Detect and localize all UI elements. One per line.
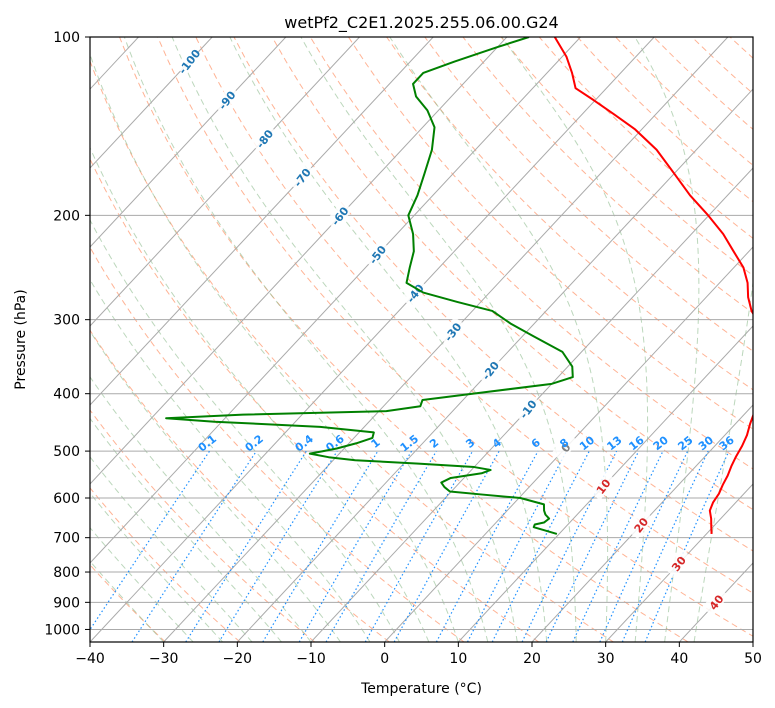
isotherm-label-bg <box>589 471 617 501</box>
isotherm-label-bg <box>702 587 730 617</box>
dry-adiabat <box>90 409 315 642</box>
dry-adiabat <box>90 59 614 642</box>
moist-adiabat <box>501 37 649 642</box>
mixing-ratio-line <box>90 450 211 631</box>
moist-adiabat <box>171 37 518 642</box>
x-axis-title: Temperature (°C) <box>360 681 482 697</box>
mixing-ratio-line <box>491 450 590 642</box>
isotherm <box>90 37 287 248</box>
y-axis-ticks: 100 200 300 400 500 600 700 800 900 1000 <box>44 30 90 638</box>
isotherm-label-bg <box>664 548 692 578</box>
isotherm-label-bg <box>551 432 579 462</box>
isotherm <box>90 37 434 406</box>
y-axis-title: Pressure (hPa) <box>13 289 29 389</box>
isotherm <box>605 483 753 642</box>
mixing-ratio-line <box>621 450 709 642</box>
y-tick-label: 1000 <box>44 622 80 638</box>
moist-adiabat <box>90 52 459 642</box>
y-tick-label: 300 <box>53 313 80 329</box>
dry-adiabat <box>233 37 753 552</box>
dry-adiabat <box>90 246 465 642</box>
y-tick-label: 100 <box>53 30 80 46</box>
mixing-ratio-line <box>262 450 379 642</box>
isotherm <box>90 37 508 485</box>
isotherm-label-bg <box>438 316 466 346</box>
dry-adiabat <box>348 37 753 430</box>
moist-adiabat <box>300 37 577 642</box>
moist-adiabat <box>90 146 430 642</box>
temperature-line <box>553 37 753 535</box>
isotherm-label-bg <box>287 162 315 192</box>
mixing-ratio-line <box>218 450 338 642</box>
x-tick-label: 50 <box>744 651 762 667</box>
isotherm <box>310 167 753 642</box>
mixing-ratio-line <box>364 450 474 642</box>
moist-adiabat <box>90 278 371 642</box>
y-tick-label: 700 <box>53 531 80 547</box>
moist-adiabat <box>90 218 400 642</box>
y-tick-label: 500 <box>53 444 80 460</box>
series-lines <box>165 37 753 535</box>
y-tick-label: 400 <box>53 387 80 403</box>
mixing-ratio-line <box>185 450 307 642</box>
isotherm-label-bg <box>400 278 428 308</box>
moist-adiabat <box>123 37 489 642</box>
dry-adiabat <box>90 329 390 642</box>
mixing-ratio-line <box>435 450 539 642</box>
dry-adiabat <box>271 37 753 511</box>
isotherm <box>90 37 655 642</box>
moist-adiabat <box>634 37 700 642</box>
isotherm <box>90 37 213 169</box>
y-tick-label: 600 <box>53 491 80 507</box>
y-tick-label: 200 <box>53 208 80 224</box>
x-tick-label: −40 <box>75 651 105 667</box>
moist-adiabat <box>693 279 753 642</box>
isotherm <box>236 88 753 642</box>
moist-adiabat <box>90 330 341 642</box>
isotherm-label-bg <box>363 239 391 269</box>
mixing-ratio-line <box>131 450 257 642</box>
mixing-ratio-lines <box>90 450 730 642</box>
x-tick-label: 40 <box>670 651 688 667</box>
isotherm-label-bg <box>250 123 278 153</box>
x-tick-label: 20 <box>523 651 541 667</box>
isotherm <box>90 37 581 564</box>
isotherm <box>457 325 753 642</box>
y-tick-label: 900 <box>53 595 80 611</box>
isotherm-label-bg <box>212 84 240 115</box>
dry-adiabat <box>424 37 753 352</box>
x-tick-label: 10 <box>449 651 467 667</box>
x-tick-label: −30 <box>149 651 179 667</box>
dry-adiabat <box>90 157 540 642</box>
chart-title: wetPf2_C2E1.2025.255.06.00.G24 <box>284 13 558 33</box>
moist-adiabat <box>229 37 548 642</box>
dewpoint-line <box>165 37 574 535</box>
dry-adiabat <box>90 487 241 642</box>
isotherm-label-bg <box>626 509 654 540</box>
x-tick-label: 0 <box>380 651 389 667</box>
dry-adiabat <box>462 37 753 314</box>
isotherm <box>384 246 753 642</box>
dry-adiabat <box>386 37 753 391</box>
isotherm-label-bg <box>476 355 504 385</box>
y-tick-label: 800 <box>53 565 80 581</box>
moist-adiabats <box>90 37 753 642</box>
x-tick-label: 30 <box>597 651 615 667</box>
isotherm <box>531 404 753 642</box>
isotherm-label-bg <box>175 46 203 76</box>
isotherm-label-bg <box>325 200 353 230</box>
dry-adiabat <box>195 37 753 594</box>
plot-frame <box>89 36 754 643</box>
isotherm-label-bg <box>513 394 541 424</box>
plot-area: -100-90-80-70-60-50-40-30-20-10010203040… <box>90 37 753 642</box>
dry-adiabat <box>309 37 753 470</box>
x-axis-ticks: −40 −30 −20 −10 0 10 20 30 40 50 <box>75 642 762 667</box>
x-tick-label: −10 <box>296 651 326 667</box>
x-tick-label: −20 <box>223 651 253 667</box>
